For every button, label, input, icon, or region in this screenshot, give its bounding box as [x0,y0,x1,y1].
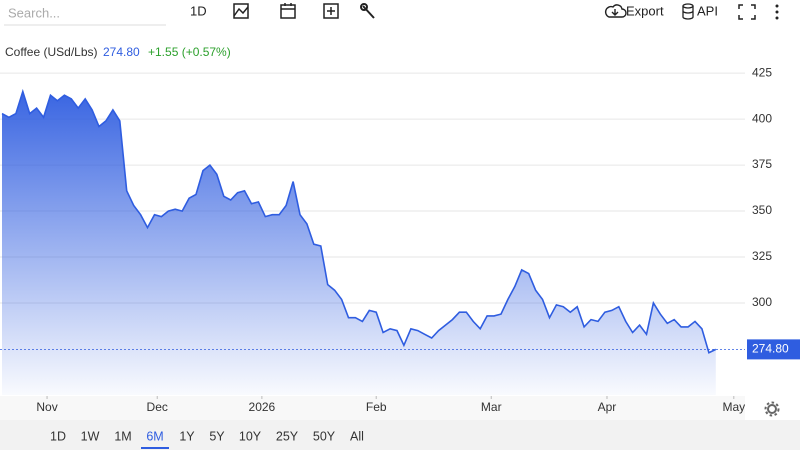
last-price: 274.80 [103,45,140,59]
compare-icon[interactable] [323,3,339,19]
range-button[interactable]: 25Y [276,429,299,443]
interval-button[interactable]: 1D [190,3,207,18]
export-icon[interactable] [604,4,627,18]
y-tick-label: 350 [752,203,772,217]
x-tick-label: Mar [481,400,502,414]
range-button[interactable]: 10Y [239,429,262,443]
area-fill [2,91,716,395]
plot: 300 325 350 375 400 425 Nov Dec 2026 Feb Mar Apr May… [0,65,800,414]
export-button[interactable]: Export [626,3,664,18]
calendar-icon[interactable] [280,3,296,19]
y-tick-label: 425 [752,65,772,79]
menu-icon[interactable] [775,4,779,20]
x-tick-label: Feb [366,400,387,414]
last-price-tag [747,339,800,360]
settings-tool-icon[interactable] [360,3,375,19]
last-price-tag-label: 274.80 [752,342,789,356]
price-change: +1.55 (+0.57%) [148,45,231,59]
range-bar [0,420,800,450]
range-buttons: 1D 1W 1M 6M 1Y 5Y 10Y 25Y 50Y All [50,429,364,449]
y-tick-label: 400 [752,111,772,125]
range-button[interactable]: 1W [81,429,100,443]
range-button[interactable]: 50Y [313,429,336,443]
x-axis-band [0,396,745,420]
x-tick-label: Dec [147,400,168,414]
chart-type-icon[interactable] [233,3,249,19]
range-button[interactable]: 5Y [209,429,225,443]
x-tick-label: Nov [36,400,57,414]
y-tick-label: 300 [752,295,772,309]
range-button[interactable]: All [350,429,364,443]
range-button[interactable]: 1M [114,429,131,443]
x-tick-label: Apr [598,400,617,414]
price-line [1,88,717,354]
range-button[interactable]: 1Y [179,429,195,443]
api-icon[interactable] [682,3,694,20]
y-tick-label: 325 [752,249,772,263]
x-tick-label: May [722,400,745,414]
gear-icon[interactable] [764,401,780,417]
search-box[interactable]: Search... [8,5,60,20]
api-button[interactable]: API [697,3,718,18]
instrument-name: Coffee (USd/Lbs) [5,45,98,59]
range-button[interactable]: 6M [146,429,163,443]
x-tick-label: 2026 [249,400,276,414]
fullscreen-icon[interactable] [738,4,756,20]
y-tick-label: 375 [752,157,772,171]
range-button[interactable]: 1D [50,429,66,443]
